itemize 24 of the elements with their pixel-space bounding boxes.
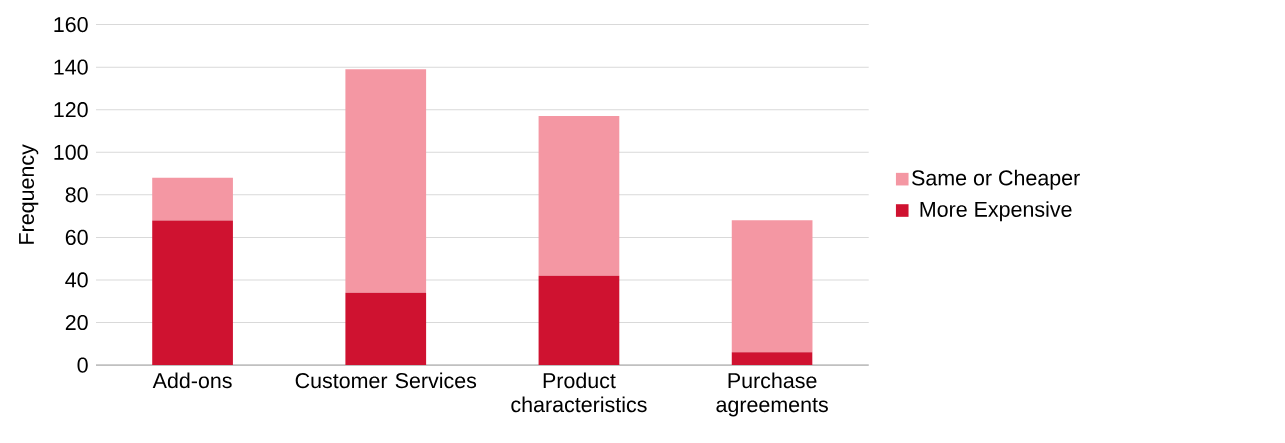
bar — [345, 292, 427, 366]
y-tick-label: 120 — [54, 102, 88, 118]
bar — [152, 220, 233, 366]
y-axis-title: Frequency — [19, 144, 39, 244]
bar — [345, 69, 427, 293]
bar — [152, 177, 233, 221]
y-tick-label: 160 — [54, 17, 88, 33]
y-tick-label: 60 — [65, 229, 88, 246]
bar — [731, 352, 813, 366]
legend-label: More Expensive — [920, 201, 1072, 222]
y-tick-label: 140 — [54, 59, 88, 75]
bar — [731, 220, 813, 353]
legend-label: Same or Cheaper — [912, 169, 1080, 190]
y-tick-label: 100 — [54, 144, 88, 161]
bar — [538, 275, 620, 366]
x-tick-label: Purchase agreements — [716, 372, 828, 417]
y-tick-label: 20 — [65, 315, 88, 331]
x-tick-label: Product characteristics — [511, 372, 647, 413]
y-tick-label: 0 — [77, 357, 88, 373]
y-tick-label: 80 — [65, 187, 88, 203]
x-tick-label: Add-ons — [152, 372, 232, 389]
bar — [538, 116, 620, 276]
y-tick-label: 40 — [65, 272, 88, 288]
x-tick-label: Customer Services — [295, 372, 477, 389]
